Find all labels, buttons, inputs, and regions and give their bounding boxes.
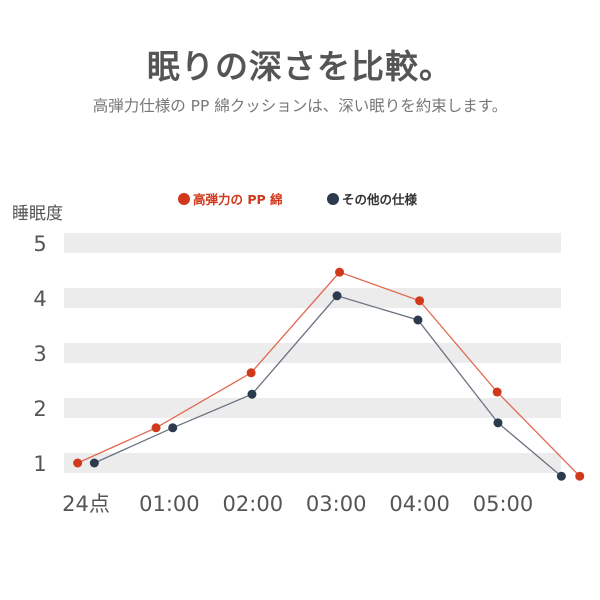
legend-label-series-0: 高弾力の PP 綿	[193, 192, 283, 207]
data-point	[575, 471, 585, 481]
y-axis-label: 睡眠度	[12, 204, 63, 224]
y-tick-label: 4	[33, 287, 46, 311]
data-point	[151, 423, 161, 433]
x-tick-label: 01:00	[139, 492, 200, 516]
legend: 高弾力の PP 綿 その他の仕様	[178, 192, 418, 207]
data-point	[335, 267, 345, 277]
legend-marker-series-0	[178, 193, 190, 205]
data-point	[246, 368, 256, 378]
data-point	[168, 423, 178, 433]
series-0	[73, 267, 585, 481]
y-tick-label: 1	[33, 452, 46, 476]
grid-band	[64, 398, 561, 418]
page-subtitle: 高弾力仕様の PP 綿クッションは、深い眠りを約束します。	[92, 97, 508, 115]
data-point	[415, 296, 425, 306]
series-1	[89, 291, 566, 481]
data-point	[556, 471, 566, 481]
data-point	[413, 315, 423, 325]
grid-band	[64, 288, 561, 308]
legend-label-series-1: その他の仕様	[342, 192, 418, 207]
y-tick-label: 3	[33, 342, 46, 366]
grid-band	[64, 343, 561, 363]
grid-band	[64, 233, 561, 253]
legend-marker-series-1	[327, 193, 339, 205]
y-tick-label: 5	[33, 232, 46, 256]
x-tick-label: 03:00	[306, 492, 367, 516]
grid-band	[64, 453, 561, 473]
data-point	[89, 458, 99, 468]
x-tick-label: 24点	[62, 492, 110, 516]
data-point	[332, 291, 342, 301]
data-point	[493, 418, 503, 428]
x-tick-label: 04:00	[389, 492, 450, 516]
data-point	[73, 458, 83, 468]
data-point	[247, 389, 257, 399]
data-point	[492, 387, 502, 397]
x-tick-label: 02:00	[223, 492, 284, 516]
page-title: 眠りの深さを比較。	[147, 47, 453, 86]
x-tick-label: 05:00	[473, 492, 534, 516]
y-tick-label: 2	[33, 397, 46, 421]
